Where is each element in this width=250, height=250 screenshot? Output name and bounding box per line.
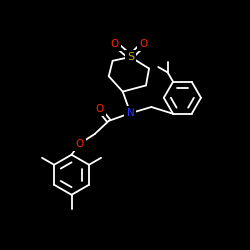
Text: O: O [95,104,104,114]
Text: O: O [111,39,119,49]
Text: O: O [75,139,84,149]
Text: O: O [140,39,148,49]
Text: S: S [127,52,134,62]
Text: N: N [126,108,134,118]
